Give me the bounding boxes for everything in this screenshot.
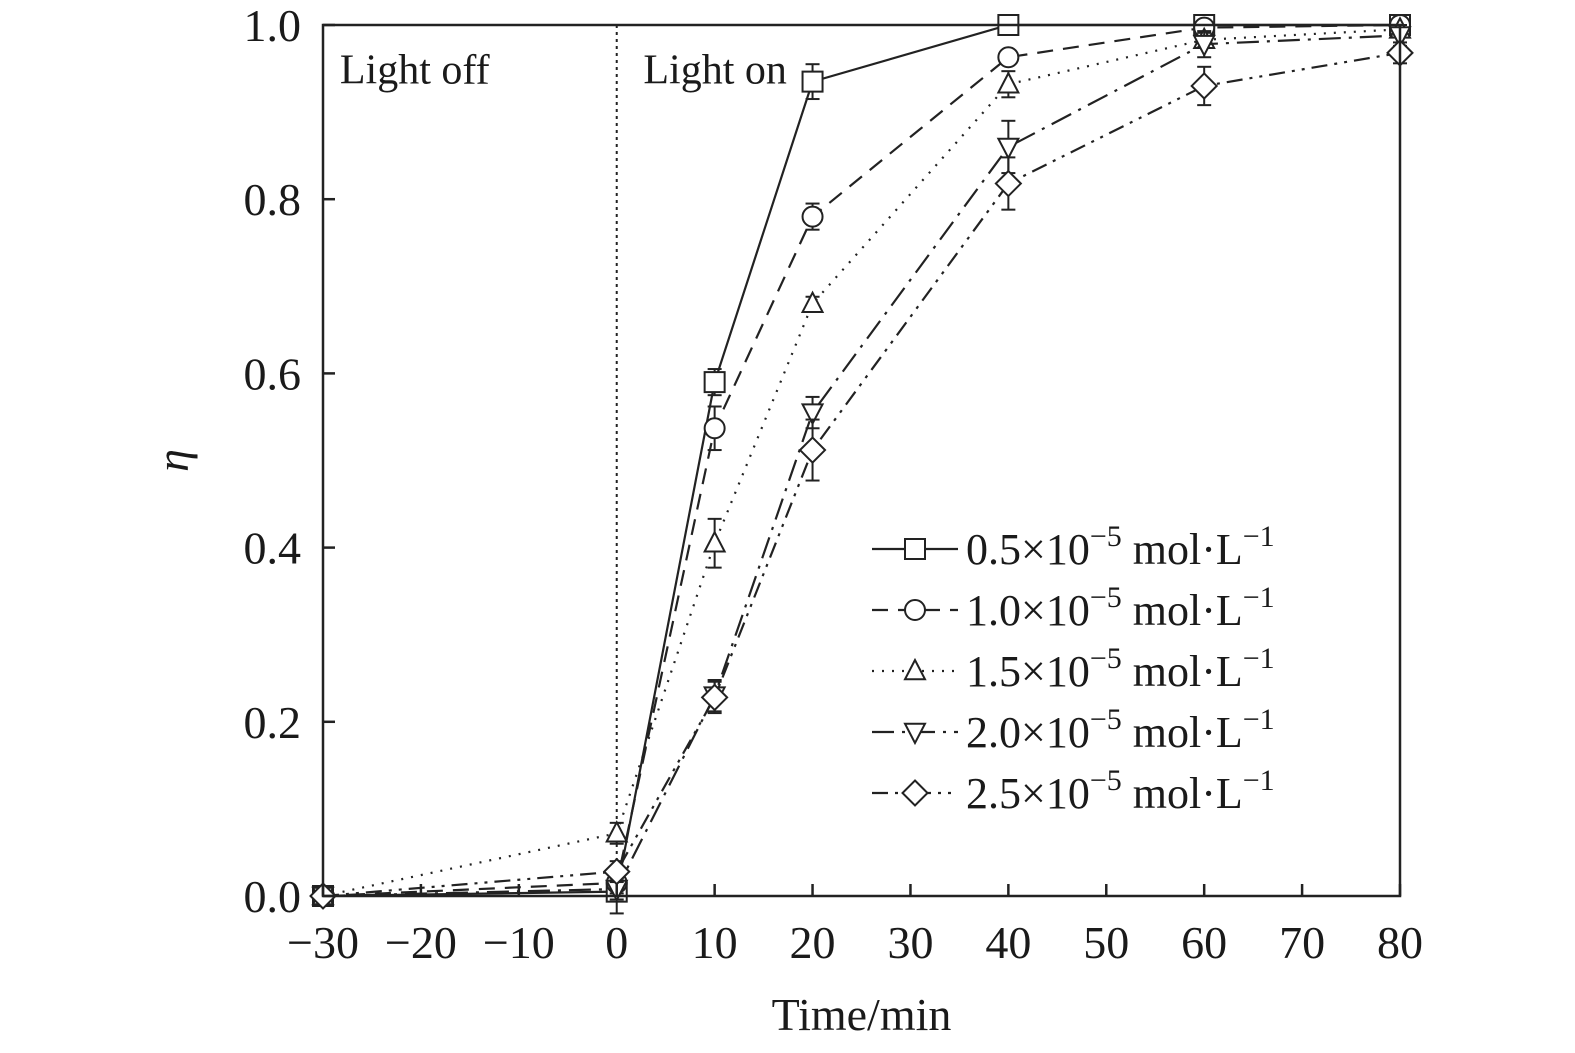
data-point <box>798 436 827 464</box>
x-tick-label: −10 <box>483 917 555 968</box>
series-line <box>322 23 1400 898</box>
x-tick-label: 80 <box>1377 917 1423 968</box>
annotation-light-off: Light off <box>340 47 490 93</box>
legend-label: 2.5×10−5 mol·L−1 <box>966 764 1275 818</box>
legend-item: 2.0×10−5 mol·L−1 <box>872 703 1275 757</box>
data-point <box>1192 34 1216 58</box>
x-axis-label: Time/min <box>772 989 952 1040</box>
data-point <box>702 530 727 553</box>
y-tick-label: 0.6 <box>244 348 302 399</box>
y-tick-label: 0.0 <box>244 871 302 922</box>
legend-marker <box>903 657 927 681</box>
legend-item: 0.5×10−5 mol·L−1 <box>872 520 1275 574</box>
y-axis-label: η <box>147 449 198 472</box>
x-axis-ticks: −30 −20 −10 0 10 20 30 40 50 60 70 80 <box>287 884 1423 968</box>
data-point <box>800 403 825 426</box>
data-point <box>801 205 824 228</box>
data-point <box>605 820 629 843</box>
data-point <box>801 70 824 93</box>
data-point <box>996 71 1021 94</box>
y-tick-label: 0.8 <box>244 174 302 225</box>
legend-label: 1.0×10−5 mol·L−1 <box>966 581 1275 635</box>
plot-frame <box>321 23 1402 898</box>
legend-item: 1.5×10−5 mol·L−1 <box>872 642 1275 696</box>
x-tick-label: 20 <box>790 917 836 968</box>
series-diamond <box>309 38 1414 910</box>
data-point <box>703 371 726 394</box>
x-tick-label: 40 <box>985 917 1031 968</box>
series-line <box>322 28 1401 898</box>
legend-marker <box>903 722 927 746</box>
y-tick-label: 0.2 <box>244 697 302 748</box>
series-line <box>322 23 1401 898</box>
x-tick-label: 70 <box>1279 917 1325 968</box>
data-point <box>994 169 1023 198</box>
y-tick-label: 1.0 <box>244 0 302 51</box>
data-point <box>996 137 1021 161</box>
x-tick-label: −30 <box>287 917 359 968</box>
data-point <box>700 683 729 712</box>
legend-marker <box>901 779 929 807</box>
legend-marker <box>904 538 926 560</box>
data-point <box>997 46 1020 69</box>
data-point <box>703 417 726 440</box>
data-point <box>800 290 825 313</box>
legend-label: 1.5×10−5 mol·L−1 <box>966 642 1275 696</box>
legend-item: 2.5×10−5 mol·L−1 <box>872 764 1275 818</box>
y-axis-ticks: 0.0 0.2 0.4 0.6 0.8 1.0 <box>244 0 335 922</box>
x-tick-label: 0 <box>605 917 628 968</box>
legend: 0.5×10−5 mol·L−1 1.0×10−5 mol·L−1 1.5×10−5… <box>872 520 1275 818</box>
data-point <box>1190 72 1219 100</box>
legend-marker <box>904 599 926 621</box>
legend-item: 1.0×10−5 mol·L−1 <box>872 581 1275 635</box>
annotation-light-on: Light on <box>643 47 787 93</box>
legend-label: 2.0×10−5 mol·L−1 <box>966 703 1275 757</box>
series-line <box>322 34 1401 898</box>
x-tick-label: 60 <box>1181 917 1227 968</box>
x-tick-label: 50 <box>1083 917 1129 968</box>
legend-label: 0.5×10−5 mol·L−1 <box>966 520 1275 574</box>
x-tick-label: 10 <box>692 917 738 968</box>
x-tick-label: 30 <box>887 917 933 968</box>
y-tick-label: 0.4 <box>244 523 302 574</box>
x-tick-label: −20 <box>385 917 457 968</box>
